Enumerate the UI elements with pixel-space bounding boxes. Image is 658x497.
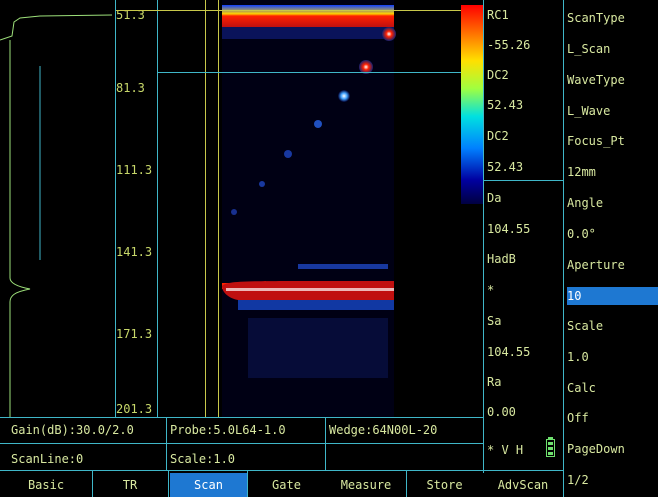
readout-dc2b-label: DC2 — [487, 129, 509, 143]
tab-scan[interactable]: Scan — [170, 473, 247, 497]
menu-calc-label[interactable]: Calc — [567, 381, 596, 395]
readout-divider — [483, 180, 563, 181]
readout-sa-value: 104.55 — [487, 345, 531, 359]
tab-divider — [168, 470, 169, 497]
menu-page-indicator[interactable]: 1/2 — [567, 473, 589, 487]
menu-scantype-label[interactable]: ScanType — [567, 11, 625, 25]
menu-pagedown-label[interactable]: PageDown — [567, 442, 625, 456]
depth-tick: 141.3 — [116, 245, 153, 259]
cursor-line-horizontal-2[interactable] — [158, 72, 483, 73]
status-divider-1 — [166, 417, 167, 470]
depth-tick: 111.3 — [116, 163, 153, 177]
tab-tr[interactable]: TR — [122, 478, 138, 492]
menu-wavetype-value[interactable]: L_Wave — [567, 104, 611, 118]
readout-divider-left — [483, 0, 484, 473]
menu-focus-value[interactable]: 12mm — [567, 165, 596, 179]
gain-readout[interactable]: Gain(dB):30.0/2.0 — [11, 423, 134, 437]
status-divider-2 — [325, 417, 326, 470]
cursor-line-horizontal[interactable] — [116, 10, 461, 11]
menu-scale-label[interactable]: Scale — [567, 319, 604, 333]
readout-sa-label: Sa — [487, 314, 502, 328]
tab-divider — [406, 470, 407, 497]
battery-icon — [546, 437, 555, 457]
status-mid-border — [0, 443, 483, 444]
depth-tick: 171.3 — [116, 327, 153, 341]
view-indicator: * V H — [487, 443, 524, 457]
depth-tick: 201.3 — [116, 402, 153, 416]
readout-hadb-label: HadB — [487, 252, 516, 266]
menu-calc-value[interactable]: Off — [567, 411, 589, 425]
readout-dc2b-value: 52.43 — [487, 160, 524, 174]
status-top-border — [0, 417, 483, 418]
depth-tick: 51.3 — [116, 8, 145, 22]
readout-ra-label: Ra — [487, 375, 502, 389]
menu-wavetype-label[interactable]: WaveType — [567, 73, 625, 87]
color-scale-bar — [461, 5, 483, 204]
tab-basic[interactable]: Basic — [27, 478, 65, 492]
scanline-readout: ScanLine:0 — [11, 452, 84, 466]
depth-axis-divider — [157, 0, 158, 417]
scale-readout: Scale:1.0 — [170, 452, 236, 466]
tab-advscan[interactable]: AdvScan — [497, 478, 549, 492]
readout-da-value: 104.55 — [487, 222, 531, 236]
menu-angle-value[interactable]: 0.0° — [567, 227, 596, 241]
tab-divider — [247, 470, 248, 497]
probe-readout: Probe:5.0L64-1.0 — [170, 423, 286, 437]
readout-ra-value: 0.00 — [487, 405, 516, 419]
menu-aperture-label[interactable]: Aperture — [567, 258, 625, 272]
readout-rc1-value: -55.26 — [487, 38, 531, 52]
b-scan-image[interactable] — [158, 0, 483, 417]
menu-scantype-value[interactable]: L_Scan — [567, 42, 611, 56]
menu-focus-label[interactable]: Focus_Pt — [567, 134, 625, 148]
tab-measure[interactable]: Measure — [340, 478, 392, 492]
cursor-line-vertical-2[interactable] — [218, 0, 219, 417]
wedge-readout: Wedge:64N00L-20 — [329, 423, 438, 437]
menu-scale-value[interactable]: 1.0 — [567, 350, 589, 364]
readout-rc1-label: RC1 — [487, 8, 509, 22]
a-scan-divider — [115, 0, 116, 417]
cursor-line-vertical-1[interactable] — [205, 0, 206, 417]
menu-angle-label[interactable]: Angle — [567, 196, 604, 210]
depth-tick: 81.3 — [116, 81, 145, 95]
readout-dc2-value: 52.43 — [487, 98, 524, 112]
readout-da-label: Da — [487, 191, 502, 205]
readout-hadb-value: * — [487, 283, 495, 297]
tab-gate[interactable]: Gate — [272, 478, 301, 492]
tab-divider — [92, 470, 93, 497]
a-scan-waveform — [0, 14, 113, 417]
menu-aperture-value[interactable]: 10 — [567, 287, 658, 305]
tabs-top-border — [0, 470, 563, 471]
tab-store[interactable]: Store — [426, 478, 463, 492]
menu-divider — [563, 0, 564, 497]
readout-dc2-label: DC2 — [487, 68, 509, 82]
